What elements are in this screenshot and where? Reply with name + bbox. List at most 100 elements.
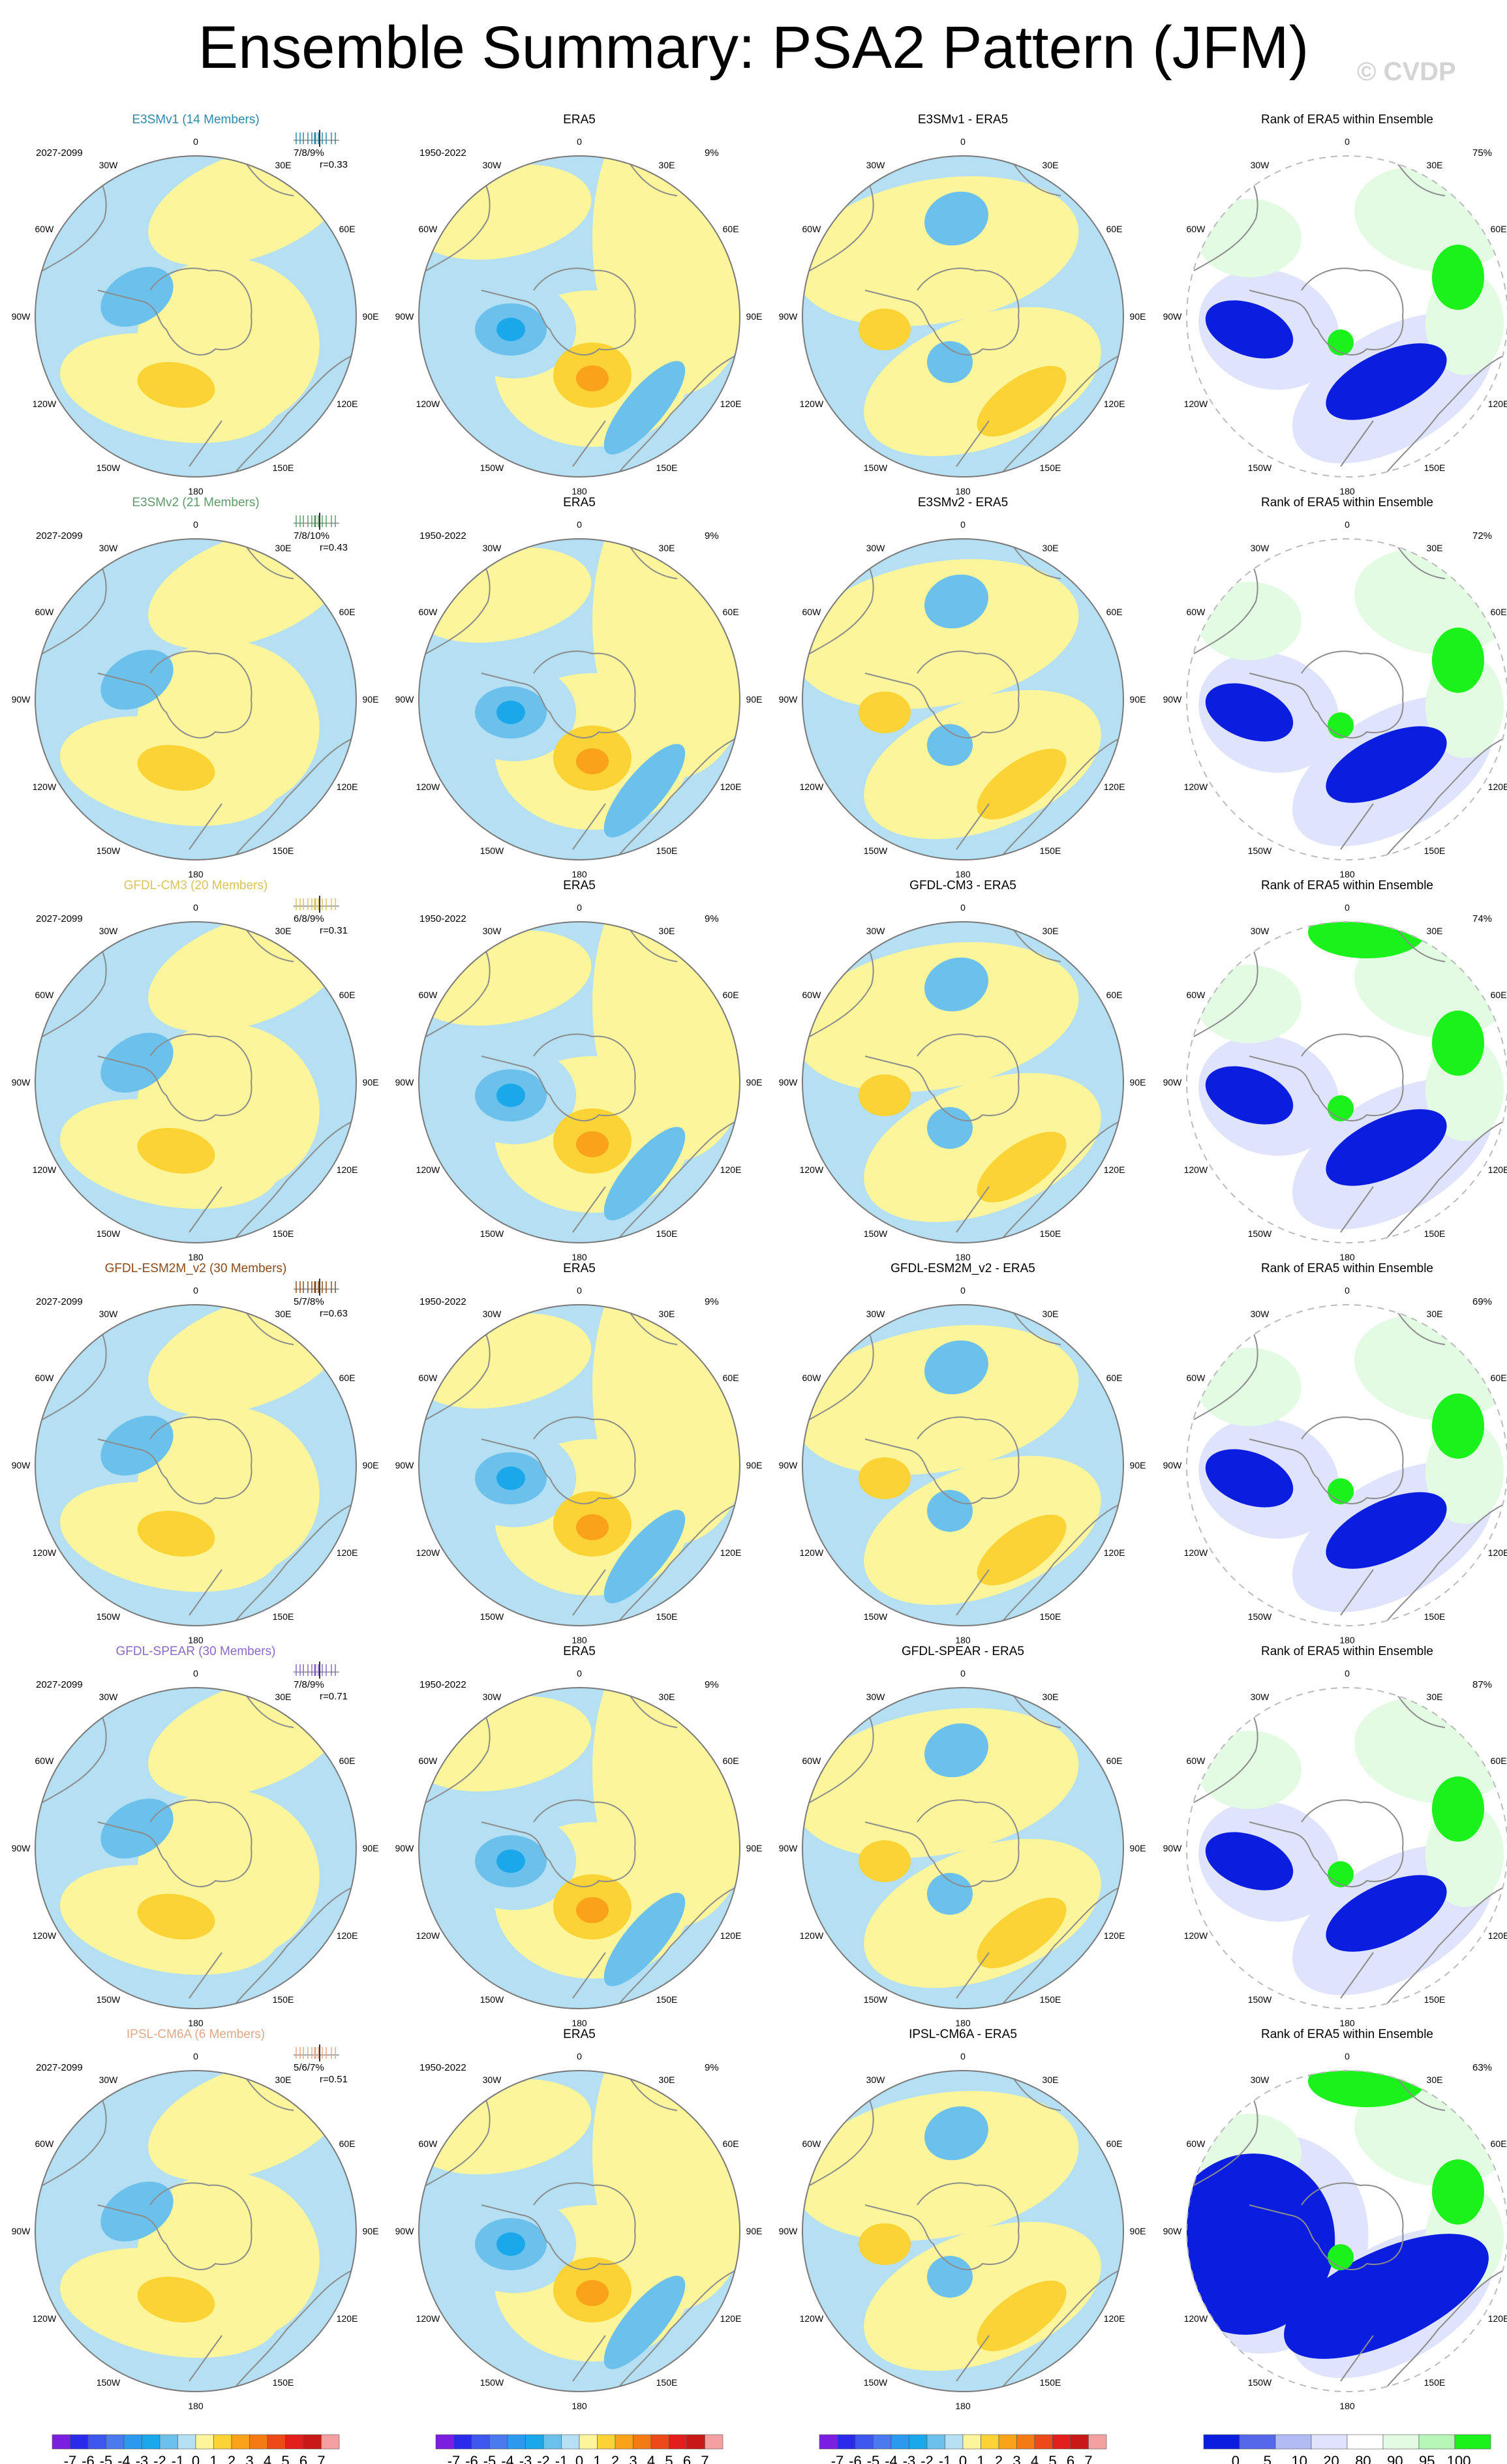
- coastline-antarctica: [481, 650, 636, 738]
- longitude-label: 120W: [33, 782, 57, 792]
- rank-pct: 75%: [1472, 147, 1492, 159]
- negative-anomaly-core: [924, 191, 988, 246]
- positive-anomaly: [864, 307, 1101, 457]
- longitude-label: 60E: [339, 1373, 356, 1383]
- longitude-label: 120E: [720, 399, 742, 409]
- coastline-new-zealand: [1340, 1569, 1374, 1616]
- colorbar-swatch: [231, 2434, 250, 2450]
- longitude-label: 30W: [483, 1692, 502, 1702]
- longitude-label: 30W: [1251, 2075, 1270, 2085]
- longitude-label: 120W: [1184, 1930, 1208, 1941]
- colorbar-obs: -7-6-5-4-3-2-101234567hPa: [435, 2434, 723, 2464]
- pattern-correlation: r=0.63: [320, 1308, 348, 1319]
- rank-highest-region: [1432, 2159, 1484, 2225]
- longitude-label: 60W: [802, 607, 822, 617]
- longitude-label: 120E: [1488, 1547, 1507, 1558]
- longitude-label: 120W: [33, 1547, 57, 1558]
- coastline-new-zealand: [956, 420, 990, 467]
- model-pattern-map: 0 30E 60E 90E 120E 150E 180 150W 120W 90W 60W 30W: [12, 1285, 379, 1645]
- longitude-label: 120W: [33, 399, 57, 409]
- member-pc-ticks: [294, 513, 339, 530]
- coastline-antarctica: [97, 1033, 252, 1121]
- longitude-label: 0: [193, 902, 198, 913]
- colorbar-tick-label: -2: [537, 2453, 550, 2464]
- longitude-label: 90W: [395, 1077, 415, 1088]
- longitude-label: 180: [1339, 2018, 1355, 2028]
- longitude-label: 150E: [1424, 845, 1446, 856]
- coastline-australia: [618, 1504, 737, 1622]
- rank-high-region: [1197, 199, 1302, 277]
- longitude-label: 0: [193, 519, 198, 530]
- longitude-label: 180: [955, 1635, 971, 1645]
- model-years: 2027-2099: [36, 147, 83, 159]
- pattern-correlation: r=0.51: [320, 2074, 348, 2085]
- colorbar-swatch: [142, 2434, 160, 2450]
- longitude-label: 180: [571, 869, 587, 879]
- colorbar-swatch: [819, 2434, 838, 2450]
- longitude-label: 150W: [480, 463, 504, 473]
- longitude-label: 60E: [1491, 607, 1507, 617]
- pattern-correlation: r=0.43: [320, 542, 348, 553]
- longitude-label: 150E: [656, 1228, 678, 1239]
- positive-anomaly: [864, 1838, 1101, 1988]
- longitude-label: 60E: [339, 990, 356, 1000]
- positive-anomaly-center: [576, 1514, 609, 1540]
- obs-pattern-map-field: [419, 922, 740, 1243]
- coastline-australia: [618, 1121, 737, 1240]
- longitude-label: 90E: [363, 1077, 379, 1088]
- coastline-new-zealand: [956, 2335, 990, 2382]
- colorbar-swatch: [123, 2434, 142, 2450]
- colorbar-tick-label: -6: [465, 2453, 478, 2464]
- colorbar-tick-label: 2: [611, 2453, 619, 2464]
- obs-title: ERA5: [563, 1262, 596, 1275]
- colorbar-tick-label: 6: [299, 2453, 307, 2464]
- colorbar-tick-label: 4: [264, 2453, 271, 2464]
- longitude-label: 150W: [864, 1228, 888, 1239]
- member-pc-ticks: [294, 2045, 339, 2061]
- positive-anomaly-core: [137, 2276, 215, 2323]
- coastline-new-zealand: [572, 1952, 606, 1999]
- colorbar-swatch: [1311, 2434, 1348, 2450]
- longitude-label: 60W: [419, 607, 438, 617]
- longitude-label: 60E: [723, 224, 739, 234]
- rank-map-field: [1187, 156, 1507, 477]
- colorbar-swatch: [159, 2434, 178, 2450]
- longitude-label: 60W: [802, 990, 822, 1000]
- negative-anomaly-core: [924, 1723, 988, 1778]
- colorbar-swatch: [561, 2434, 580, 2450]
- longitude-label: 120W: [800, 1164, 824, 1175]
- longitude-label: 0: [577, 1668, 582, 1679]
- longitude-label: 30W: [99, 1309, 119, 1319]
- colorbar-swatch: [981, 2434, 999, 2450]
- longitude-label: 60E: [1106, 607, 1123, 617]
- colorbar-swatch: [267, 2434, 286, 2450]
- longitude-label: 60E: [1106, 1756, 1123, 1766]
- longitude-label: 150E: [1424, 2377, 1446, 2388]
- difference-map-field: [802, 539, 1123, 860]
- longitude-label: 60E: [723, 1756, 739, 1766]
- copyright-label: © CVDP: [1357, 57, 1456, 86]
- longitude-label: 150W: [480, 2377, 504, 2388]
- negative-anomaly-core: [927, 1490, 973, 1532]
- longitude-label: 120W: [416, 399, 440, 409]
- longitude-label: 60W: [1187, 1373, 1206, 1383]
- colorbar-tick-label: 5: [281, 2453, 289, 2464]
- longitude-label: 30E: [1427, 1309, 1443, 1319]
- colorbar-swatch: [1382, 2434, 1420, 2450]
- map-border: [35, 538, 357, 860]
- longitude-label: 90E: [363, 1843, 379, 1853]
- longitude-label: 120E: [337, 399, 358, 409]
- rank-highest-region: [1308, 922, 1425, 958]
- longitude-label: 30W: [1251, 543, 1270, 553]
- longitude-label: 150E: [1424, 463, 1446, 473]
- longitude-label: 120E: [337, 1547, 358, 1558]
- negative-anomaly-core: [924, 574, 988, 629]
- longitude-label: 120E: [720, 1547, 742, 1558]
- map-border: [35, 1304, 357, 1626]
- coastline-australia: [234, 1887, 353, 2005]
- negative-anomaly-core: [924, 2106, 988, 2161]
- longitude-label: 120W: [1184, 1547, 1208, 1558]
- longitude-label: 90W: [395, 2226, 415, 2236]
